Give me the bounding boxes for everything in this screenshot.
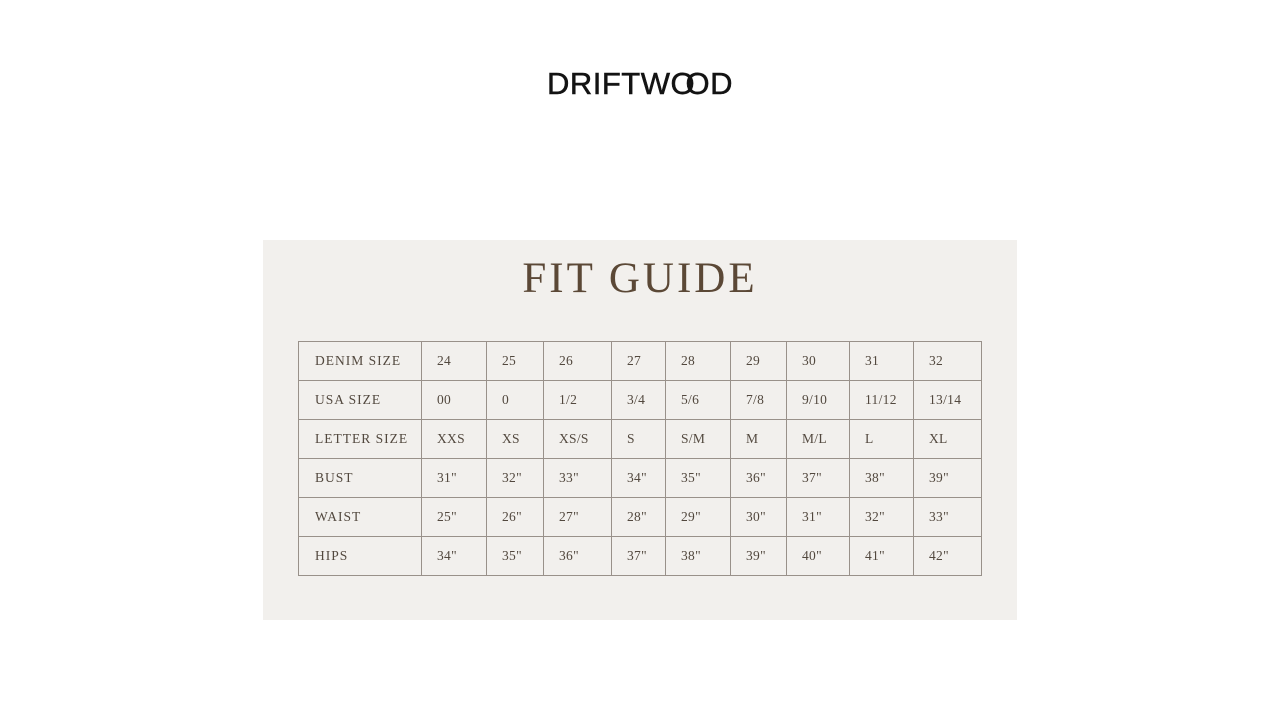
row-label: DENIM SIZE: [298, 341, 422, 382]
table-row: WAIST 25" 26" 27" 28" 29" 30" 31" 32" 33": [298, 497, 982, 538]
size-value-cell: 40": [786, 536, 850, 577]
size-value-cell: 32": [849, 497, 914, 538]
size-value-cell: 3/4: [611, 380, 666, 421]
size-value-cell: 5/6: [665, 380, 731, 421]
size-value-cell: 11/12: [849, 380, 914, 421]
size-value-cell: 35": [665, 458, 731, 499]
size-value-cell: 28: [665, 341, 731, 382]
size-value-cell: 13/14: [913, 380, 982, 421]
size-value-cell: S: [611, 419, 666, 460]
size-table: DENIM SIZE 24 25 26 27 28 29 30 31 32 USA SIZE 00 0 1…: [298, 341, 982, 577]
size-value-cell: 0: [486, 380, 544, 421]
size-table-body: DENIM SIZE 24 25 26 27 28 29 30 31 32 USA SIZE 00 0 1…: [298, 341, 982, 577]
size-value-cell: 27: [611, 341, 666, 382]
logo-text-part2: D: [710, 66, 734, 102]
size-value-cell: 00: [421, 380, 487, 421]
row-label: USA SIZE: [298, 380, 422, 421]
size-value-cell: 30": [730, 497, 787, 538]
size-value-cell: 39": [913, 458, 982, 499]
size-value-cell: M: [730, 419, 787, 460]
size-value-cell: 25: [486, 341, 544, 382]
size-value-cell: XL: [913, 419, 982, 460]
size-value-cell: M/L: [786, 419, 850, 460]
size-value-cell: 37": [611, 536, 666, 577]
size-value-cell: 37": [786, 458, 850, 499]
size-value-cell: 36": [543, 536, 612, 577]
table-row: USA SIZE 00 0 1/2 3/4 5/6 7/8 9/10 11/12 13/14: [298, 380, 982, 421]
size-value-cell: 34": [611, 458, 666, 499]
size-value-cell: 31": [421, 458, 487, 499]
size-value-cell: 31": [786, 497, 850, 538]
size-value-cell: L: [849, 419, 914, 460]
row-label: BUST: [298, 458, 422, 499]
size-value-cell: 26": [486, 497, 544, 538]
size-value-cell: 33": [543, 458, 612, 499]
size-value-cell: 32: [913, 341, 982, 382]
size-value-cell: 42": [913, 536, 982, 577]
size-value-cell: 7/8: [730, 380, 787, 421]
size-value-cell: 29: [730, 341, 787, 382]
size-value-cell: 38": [849, 458, 914, 499]
size-value-cell: 28": [611, 497, 666, 538]
logo-letter-o1: O: [670, 66, 696, 102]
size-value-cell: 41": [849, 536, 914, 577]
size-value-cell: 25": [421, 497, 487, 538]
size-value-cell: 31: [849, 341, 914, 382]
size-value-cell: XS/S: [543, 419, 612, 460]
table-row: BUST 31" 32" 33" 34" 35" 36" 37" 38" 39": [298, 458, 982, 499]
table-row: DENIM SIZE 24 25 26 27 28 29 30 31 32: [298, 341, 982, 382]
size-value-cell: 38": [665, 536, 731, 577]
size-value-cell: 36": [730, 458, 787, 499]
logo-letter-o2: O: [685, 66, 711, 102]
size-value-cell: 27": [543, 497, 612, 538]
size-value-cell: 1/2: [543, 380, 612, 421]
row-label: WAIST: [298, 497, 422, 538]
size-value-cell: 26: [543, 341, 612, 382]
fit-guide-panel: FIT GUIDE DENIM SIZE 24 25 26 27 28 29 30 31 32 US…: [263, 240, 1017, 620]
size-value-cell: 35": [486, 536, 544, 577]
size-value-cell: 34": [421, 536, 487, 577]
size-value-cell: S/M: [665, 419, 731, 460]
row-label: LETTER SIZE: [298, 419, 422, 460]
size-value-cell: 29": [665, 497, 731, 538]
table-row: HIPS 34" 35" 36" 37" 38" 39" 40" 41" 42": [298, 536, 982, 577]
size-value-cell: XXS: [421, 419, 487, 460]
row-label: HIPS: [298, 536, 422, 577]
logo-text-part1: DRIFTW: [546, 66, 671, 102]
fit-guide-title: FIT GUIDE: [522, 255, 758, 302]
brand-logo: DRIFTWOOD: [0, 66, 1280, 102]
size-value-cell: XS: [486, 419, 544, 460]
size-value-cell: 32": [486, 458, 544, 499]
size-value-cell: 33": [913, 497, 982, 538]
size-value-cell: 39": [730, 536, 787, 577]
table-row: LETTER SIZE XXS XS XS/S S S/M M M/L L XL: [298, 419, 982, 460]
size-value-cell: 24: [421, 341, 487, 382]
size-value-cell: 9/10: [786, 380, 850, 421]
size-value-cell: 30: [786, 341, 850, 382]
